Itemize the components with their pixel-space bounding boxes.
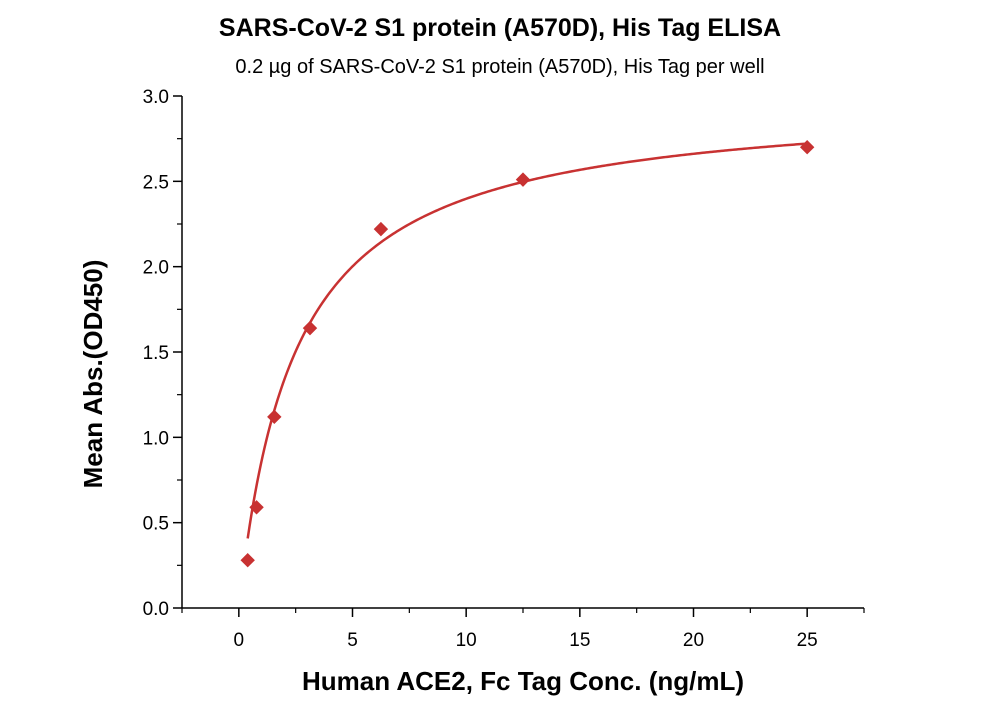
y-tick-label: 2.0: [143, 258, 169, 279]
x-tick-label: 10: [456, 630, 477, 651]
data-point: [267, 409, 282, 425]
chart-subtitle: 0.2 µg of SARS-CoV-2 S1 protein (A570D),…: [235, 56, 765, 78]
data-point: [302, 320, 318, 336]
x-tick-label: 25: [797, 630, 818, 651]
data-point: [240, 553, 255, 568]
y-tick-label: 1.5: [143, 343, 169, 364]
data-point: [373, 221, 389, 237]
fit-curve: [246, 142, 808, 539]
y-ticks: 0.0 0.5 1.0 1.5 2.0 2.5 3.0: [143, 87, 182, 620]
y-tick-label: 0.5: [143, 514, 169, 535]
data-points: [240, 139, 815, 568]
y-tick-label: 2.5: [143, 172, 169, 193]
x-tick-label: 15: [569, 630, 590, 651]
y-tick-label: 3.0: [143, 87, 169, 108]
y-tick-label: 0.0: [143, 599, 169, 620]
x-ticks: 0 5 10 15 20 25: [181, 608, 865, 651]
x-tick-label: 5: [347, 630, 358, 651]
data-point: [799, 139, 815, 155]
data-point: [515, 172, 531, 187]
y-axis-title: Mean Abs.(OD450): [78, 260, 108, 489]
x-tick-label: 0: [234, 630, 245, 651]
data-point: [249, 500, 264, 515]
chart-title: SARS-CoV-2 S1 protein (A570D), His Tag E…: [218, 14, 782, 42]
x-tick-label: 20: [683, 630, 704, 651]
x-axis-title: Human ACE2, Fc Tag Conc. (ng/mL): [302, 666, 744, 696]
y-tick-label: 1.0: [143, 428, 169, 449]
